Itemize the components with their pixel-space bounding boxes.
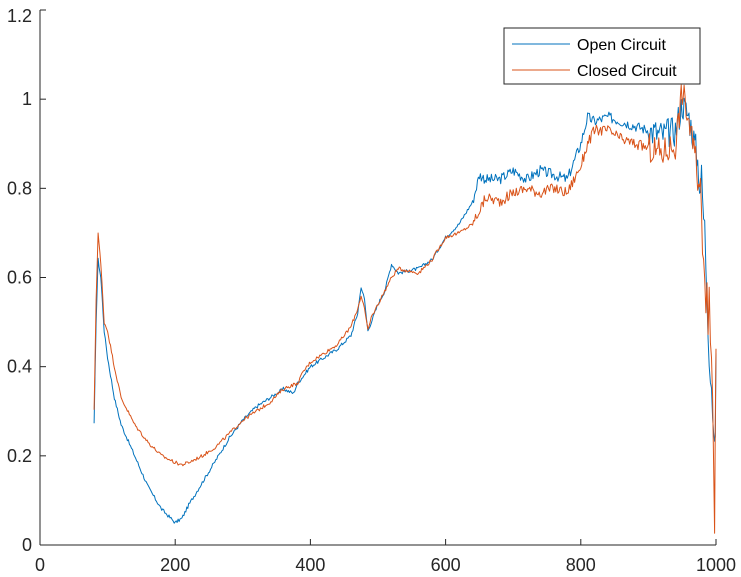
y-tick-label: 1.2 — [7, 6, 32, 26]
legend-box — [503, 27, 701, 85]
series-layer — [93, 84, 717, 534]
x-tick-label: 1000 — [696, 555, 736, 575]
y-tick-label: 0.8 — [7, 178, 32, 198]
y-tick-label: 0 — [22, 535, 32, 555]
legend-label: Open Circuit — [577, 37, 666, 54]
x-tick-label: 800 — [566, 555, 596, 575]
series-line-closed-circuit — [93, 84, 717, 534]
x-tick-label: 600 — [431, 555, 461, 575]
axes: 0 200 400 600 800 1000 0 0.2 0.4 0.6 0.8 1 1.2 — [7, 6, 736, 575]
y-tick-label: 0.2 — [7, 446, 32, 466]
y-tick-label: 0.6 — [7, 268, 32, 288]
y-tick-label: 1 — [22, 89, 32, 109]
x-tick-label: 200 — [160, 555, 190, 575]
x-tick-label: 0 — [35, 555, 45, 575]
legend: Open Circuit Closed Circuit — [503, 27, 701, 85]
series-line-open-circuit — [93, 97, 717, 524]
x-tick-label: 400 — [295, 555, 325, 575]
y-tick-label: 0.4 — [7, 357, 32, 377]
legend-label: Closed Circuit — [577, 63, 677, 80]
